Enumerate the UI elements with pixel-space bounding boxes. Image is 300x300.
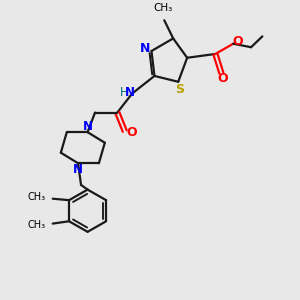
Text: O: O: [218, 72, 228, 86]
Text: H: H: [119, 86, 128, 99]
Text: N: N: [73, 163, 82, 176]
Text: S: S: [175, 82, 184, 96]
Text: CH₃: CH₃: [27, 220, 45, 230]
Text: O: O: [126, 126, 136, 139]
Text: N: N: [125, 86, 135, 99]
Text: N: N: [140, 42, 150, 55]
Text: O: O: [232, 35, 243, 48]
Text: CH₃: CH₃: [27, 192, 45, 202]
Text: CH₃: CH₃: [153, 3, 172, 13]
Text: N: N: [83, 120, 93, 134]
